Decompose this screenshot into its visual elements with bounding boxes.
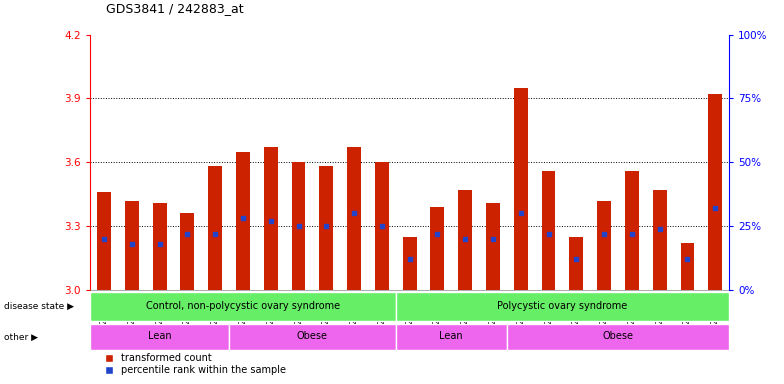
FancyBboxPatch shape — [507, 324, 729, 350]
Bar — [597, 200, 611, 290]
Bar — [708, 94, 722, 290]
Legend: transformed count, percentile rank within the sample: transformed count, percentile rank withi… — [95, 349, 290, 379]
Bar — [514, 88, 528, 290]
Text: other ▶: other ▶ — [4, 333, 38, 341]
Bar — [459, 190, 472, 290]
FancyBboxPatch shape — [90, 324, 229, 350]
Bar — [375, 162, 389, 290]
FancyBboxPatch shape — [229, 324, 396, 350]
Bar — [97, 192, 111, 290]
Bar — [180, 214, 194, 290]
Bar — [625, 171, 639, 290]
Bar — [153, 203, 166, 290]
Text: Lean: Lean — [440, 331, 463, 341]
Bar — [403, 237, 416, 290]
FancyBboxPatch shape — [396, 324, 507, 350]
Bar — [430, 207, 445, 290]
Text: GDS3841 / 242883_at: GDS3841 / 242883_at — [106, 2, 244, 15]
Text: Obese: Obese — [602, 331, 633, 341]
Bar — [347, 147, 361, 290]
Text: disease state ▶: disease state ▶ — [4, 302, 74, 311]
FancyBboxPatch shape — [396, 291, 729, 321]
Bar — [319, 167, 333, 290]
Bar — [263, 147, 278, 290]
Bar — [653, 190, 666, 290]
Bar — [292, 162, 306, 290]
FancyBboxPatch shape — [90, 291, 396, 321]
Text: Lean: Lean — [148, 331, 172, 341]
Bar — [236, 152, 250, 290]
Bar — [569, 237, 583, 290]
Text: Polycystic ovary syndrome: Polycystic ovary syndrome — [497, 301, 627, 311]
Bar — [125, 200, 139, 290]
Bar — [209, 167, 222, 290]
Bar — [486, 203, 500, 290]
Text: Control, non-polycystic ovary syndrome: Control, non-polycystic ovary syndrome — [146, 301, 340, 311]
Bar — [542, 171, 556, 290]
Text: Obese: Obese — [297, 331, 328, 341]
Bar — [681, 243, 695, 290]
